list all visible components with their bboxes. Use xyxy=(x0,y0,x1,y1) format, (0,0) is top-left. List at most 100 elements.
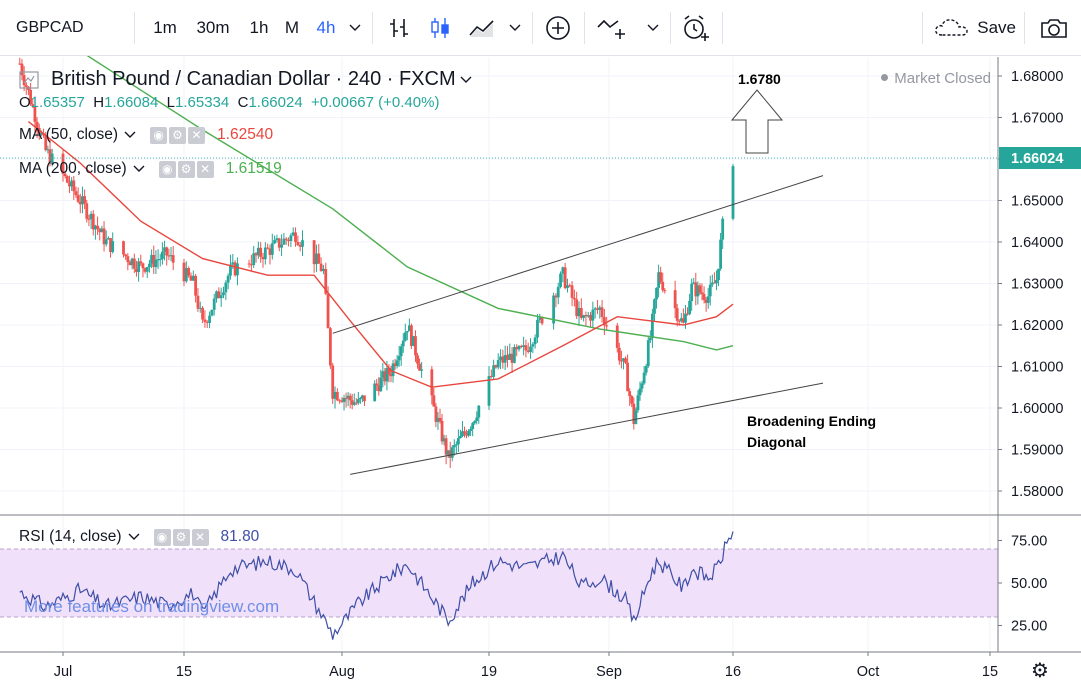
compare-dropdown[interactable] xyxy=(644,0,662,56)
candle-body xyxy=(602,317,606,326)
collapse-legend-icon[interactable] xyxy=(19,70,39,89)
chevron-down-icon xyxy=(647,24,659,31)
candle-body xyxy=(137,261,141,272)
candle-body xyxy=(322,268,325,272)
gear-icon[interactable]: ⚙ xyxy=(1031,660,1049,682)
chevron-down-icon[interactable] xyxy=(460,76,472,84)
bars-style-button[interactable] xyxy=(384,0,416,56)
timeframe-1m-button[interactable]: 1m xyxy=(148,0,182,56)
eye-icon[interactable]: ◉ xyxy=(150,126,168,144)
candle-body xyxy=(139,261,143,264)
tradingview-watermark-link[interactable]: More features on tradingview.com xyxy=(24,597,280,616)
candle-body xyxy=(710,282,714,285)
close-icon[interactable]: ✕ xyxy=(188,126,206,144)
candle-body xyxy=(219,295,223,299)
candle-body xyxy=(432,395,436,407)
ma200-value: 1.61519 xyxy=(225,160,282,177)
ma200-line xyxy=(86,56,734,351)
candle-body xyxy=(294,232,297,242)
candle-body xyxy=(463,431,466,434)
candle-body xyxy=(591,309,595,321)
chart-style-dropdown[interactable] xyxy=(506,0,524,56)
chevron-down-icon[interactable] xyxy=(128,533,140,541)
candle-body xyxy=(363,395,366,402)
gear-icon[interactable]: ⚙ xyxy=(177,160,195,178)
candle-body xyxy=(212,298,216,310)
candle-body xyxy=(70,180,74,187)
candle-body xyxy=(233,262,237,276)
timeframe-30m-button[interactable]: 30m xyxy=(192,0,234,56)
close-icon[interactable]: ✕ xyxy=(191,528,209,546)
candle-body xyxy=(395,360,399,367)
candle-body xyxy=(135,268,138,272)
rsi-tick-label: 50.00 xyxy=(1011,576,1047,592)
save-chart-button[interactable]: Save xyxy=(934,0,1016,56)
time-tick-label: 16 xyxy=(725,664,741,680)
candle-body xyxy=(492,365,496,377)
timeframe-label: M xyxy=(284,18,300,37)
candle-body xyxy=(167,255,171,257)
compare-symbol-button[interactable] xyxy=(592,0,632,56)
candle-body xyxy=(519,346,523,348)
candle-body xyxy=(444,438,448,455)
timeframe-label: 1m xyxy=(153,18,177,37)
candle-body xyxy=(721,218,725,240)
candle-body xyxy=(605,325,609,327)
market-status: Market Closed xyxy=(881,70,991,87)
candle-body xyxy=(471,423,475,430)
eye-icon[interactable]: ◉ xyxy=(158,160,176,178)
eye-icon[interactable]: ◉ xyxy=(153,528,171,546)
candle-body xyxy=(494,365,498,368)
plus-circle-icon xyxy=(546,16,570,40)
candle-body xyxy=(506,355,509,360)
candle-body xyxy=(648,337,652,341)
candle-body xyxy=(109,238,112,253)
ma50-legend[interactable]: MA (50, close) ◉ ⚙ ✕ 1.62540 xyxy=(19,126,273,144)
candle-body xyxy=(397,356,401,361)
candle-body xyxy=(208,315,211,323)
high-value: 1.66084 xyxy=(104,94,159,111)
candle-body xyxy=(143,268,147,272)
time-tick-label: Oct xyxy=(857,664,880,680)
chevron-down-icon[interactable] xyxy=(124,131,136,139)
candle-body xyxy=(436,417,440,422)
candle-body xyxy=(708,284,712,297)
area-style-button[interactable] xyxy=(464,0,500,56)
snapshot-button[interactable] xyxy=(1032,0,1076,56)
last-price-badge xyxy=(999,147,1081,170)
create-alert-button[interactable] xyxy=(676,0,716,56)
candle-body xyxy=(196,295,200,309)
candle-body xyxy=(405,331,409,333)
timeframe-4h-button[interactable]: 4h xyxy=(310,0,342,56)
candle-body xyxy=(696,285,700,297)
ma200-legend[interactable]: MA (200, close) ◉ ⚙ ✕ 1.61519 xyxy=(19,160,282,178)
candle-body xyxy=(440,420,444,442)
interval-dropdown-button[interactable] xyxy=(346,0,364,56)
candle-body xyxy=(83,196,87,204)
candle-body xyxy=(31,104,35,107)
candle-body xyxy=(130,258,134,266)
chevron-down-icon xyxy=(509,24,521,31)
symbol-search-button[interactable]: GBPCAD xyxy=(16,0,96,56)
candle-body xyxy=(531,344,535,347)
candle-body xyxy=(326,293,330,329)
candle-body xyxy=(655,287,658,300)
candle-body xyxy=(684,313,687,323)
timeframe-1h-button[interactable]: 1h xyxy=(244,0,274,56)
candle-body xyxy=(20,63,24,76)
rsi-legend[interactable]: RSI (14, close) ◉ ⚙ ✕ 81.80 xyxy=(19,528,259,546)
candle-body xyxy=(259,247,263,257)
chevron-down-icon[interactable] xyxy=(133,165,145,173)
gear-icon[interactable]: ⚙ xyxy=(169,126,187,144)
candle-body xyxy=(682,318,685,323)
gear-icon[interactable]: ⚙ xyxy=(172,528,190,546)
candle-body xyxy=(385,368,389,382)
candle-body xyxy=(456,438,460,445)
price-chart[interactable]: 1.680001.670001.660001.650001.640001.630… xyxy=(0,56,1081,693)
close-icon[interactable]: ✕ xyxy=(196,160,214,178)
candle-body xyxy=(291,232,295,236)
timeframe-month-button[interactable]: M xyxy=(280,0,304,56)
candle-body xyxy=(96,225,99,229)
add-indicator-button[interactable] xyxy=(540,0,576,56)
candles-style-button[interactable] xyxy=(424,0,456,56)
